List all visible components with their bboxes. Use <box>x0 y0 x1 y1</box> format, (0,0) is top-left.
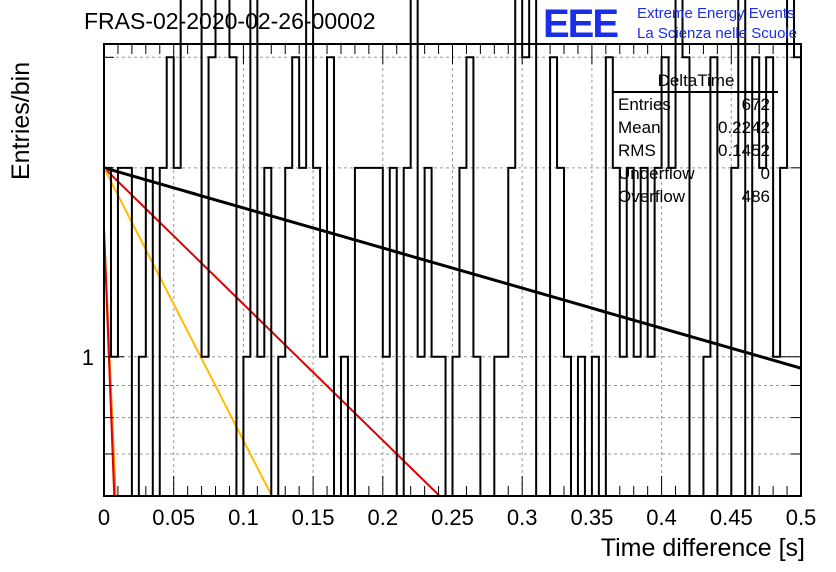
tick-labels: 0 0.05 0.1 0.15 0.2 0.25 0.3 0.35 0.4 0.45 0.5 1 <box>82 345 817 530</box>
x-tick-label: 0 <box>98 505 110 530</box>
histogram-line <box>103 0 802 497</box>
x-tick-label: 0.5 <box>786 505 817 530</box>
stats-value: 0 <box>760 164 770 183</box>
x-tick-label: 0.1 <box>228 505 259 530</box>
x-tick-label: 0.25 <box>431 505 474 530</box>
fit-curve <box>103 228 116 497</box>
y-tick-label: 1 <box>82 345 94 370</box>
logo-text: Extreme Energy Events La Scienza nelle S… <box>637 4 797 44</box>
y-axis-label: Entries/bin <box>7 61 35 180</box>
x-tick-label: 0.4 <box>646 505 677 530</box>
stats-box: DeltaTime Entries 672 Mean 0.2242 RMS 0.… <box>612 70 778 208</box>
x-tick-label: 0.05 <box>152 505 195 530</box>
stats-row-rms: RMS 0.1452 <box>612 139 778 162</box>
stats-row-mean: Mean 0.2242 <box>612 116 778 139</box>
stats-value: 486 <box>741 187 770 206</box>
x-tick-label: 0.35 <box>570 505 613 530</box>
x-tick-label: 0.3 <box>507 505 538 530</box>
stats-title: DeltaTime <box>612 70 778 93</box>
fit-curve <box>103 166 802 370</box>
stats-value: 672 <box>741 95 770 114</box>
chart-title: FRAS-02-2020-02-26-00002 <box>84 8 376 34</box>
stats-row-entries: Entries 672 <box>612 93 778 116</box>
stats-label: Underflow <box>618 164 695 183</box>
stats-row-overflow: Overflow 486 <box>612 185 778 208</box>
x-axis-label: Time difference [s] <box>600 534 805 562</box>
stats-value: 0.2242 <box>718 118 770 137</box>
stats-label: Entries <box>618 95 671 114</box>
x-tick-label: 0.15 <box>292 505 335 530</box>
stats-row-underflow: Underflow 0 <box>612 162 778 185</box>
x-tick-label: 0.2 <box>368 505 399 530</box>
stats-label: Mean <box>618 118 661 137</box>
stats-label: RMS <box>618 141 656 160</box>
logo-line-2: La Scienza nelle Scuole <box>637 25 798 42</box>
eee-logo-mark: EEE <box>543 2 619 46</box>
x-tick-label: 0.45 <box>710 505 753 530</box>
plot-frame <box>103 43 802 497</box>
stats-value: 0.1452 <box>718 141 770 160</box>
logo-line-1: Extreme Energy Events <box>637 5 795 22</box>
fit-curve <box>103 167 273 497</box>
stats-label: Overflow <box>618 187 686 206</box>
